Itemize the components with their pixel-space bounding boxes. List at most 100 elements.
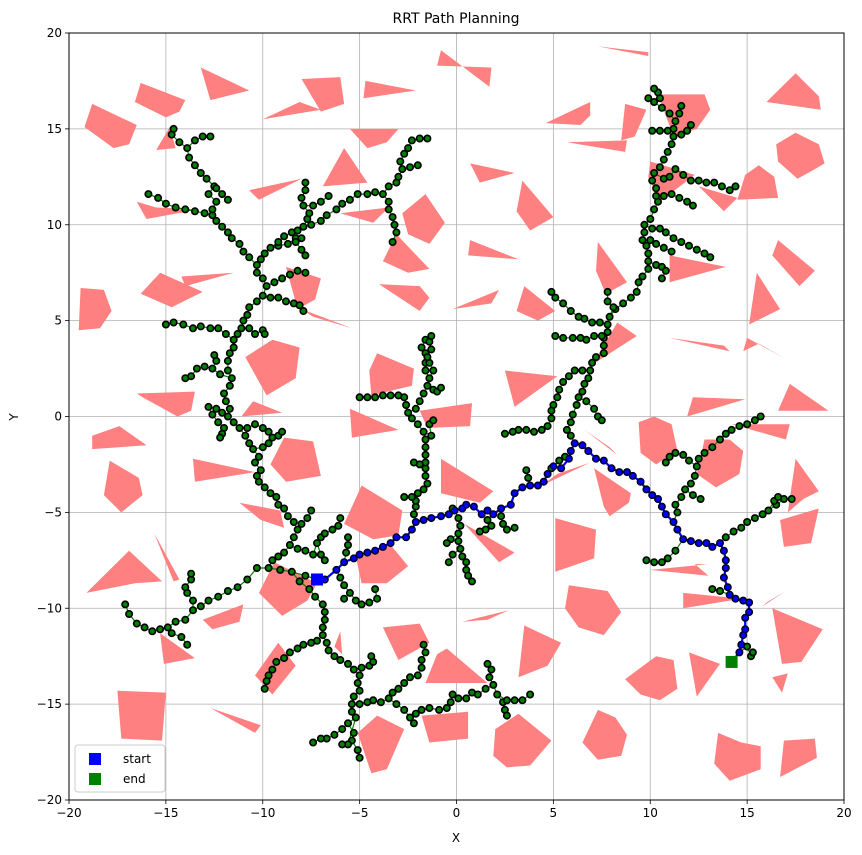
tree-node — [252, 268, 261, 277]
tree-node — [690, 471, 699, 480]
tree-node — [696, 494, 705, 503]
tree-node — [659, 155, 668, 164]
path-node — [737, 641, 745, 649]
tree-node — [417, 705, 426, 714]
path-node — [371, 547, 379, 555]
tree-node — [603, 328, 612, 337]
path-node — [557, 464, 565, 472]
tree-node — [774, 492, 783, 501]
tree-node — [650, 98, 659, 107]
tree-node — [371, 585, 380, 594]
tree-node — [626, 293, 635, 302]
tree-node — [252, 471, 261, 480]
path-node — [741, 625, 749, 633]
tree-node — [316, 550, 325, 559]
plot-area — [68, 32, 845, 801]
tree-node — [196, 602, 205, 611]
obstacle — [437, 50, 492, 87]
obstacle — [181, 272, 234, 287]
path-node — [608, 464, 615, 472]
tree-node — [405, 673, 414, 682]
tree-node — [688, 491, 697, 500]
tree-node — [218, 222, 227, 231]
tree-node — [590, 331, 599, 340]
tree-node — [578, 387, 587, 396]
tree-node — [245, 303, 254, 312]
tree-node — [318, 600, 327, 609]
legend-box — [74, 744, 166, 793]
tree-node — [731, 182, 740, 191]
tree-node — [299, 640, 308, 649]
tree-node — [648, 126, 657, 135]
tree-node — [425, 703, 434, 712]
tree-node — [245, 253, 254, 262]
tree-node — [148, 627, 157, 636]
obstacle — [245, 339, 300, 396]
tree-node — [245, 324, 254, 333]
obstacle — [584, 429, 618, 455]
tree-node — [260, 249, 269, 258]
tree-node — [187, 569, 196, 578]
obstacle — [140, 272, 203, 308]
tree-node — [411, 709, 420, 718]
tree-node — [161, 199, 170, 208]
path-node — [451, 507, 459, 514]
tree-node — [212, 404, 221, 413]
tree-node — [258, 423, 267, 432]
tree-node — [681, 485, 690, 494]
tree-node — [597, 331, 606, 340]
tree-node — [208, 410, 217, 419]
tree-node — [280, 548, 289, 557]
tree-node — [415, 134, 424, 143]
tree-node — [750, 416, 759, 425]
start-marker — [311, 573, 323, 586]
path-node — [571, 439, 579, 447]
tree-node — [144, 190, 153, 199]
tree-node — [429, 416, 438, 425]
tree-node — [258, 274, 267, 283]
tree-node — [338, 740, 347, 749]
tree-node — [692, 462, 701, 471]
tree-node — [421, 648, 430, 657]
tree-node — [353, 678, 362, 687]
path-node — [741, 614, 749, 622]
path-node — [637, 478, 645, 486]
tree-node — [405, 163, 414, 172]
obstacle — [737, 165, 779, 200]
obstacle — [687, 397, 746, 417]
tree-node — [278, 427, 287, 436]
tree-node — [345, 195, 354, 204]
tree-node — [177, 632, 186, 641]
tree-node — [400, 149, 409, 158]
obstacle — [772, 240, 815, 287]
path-node — [615, 468, 623, 476]
tree-node — [204, 402, 213, 411]
tree-node — [555, 385, 564, 394]
tree-node — [287, 567, 296, 576]
tree-node — [547, 287, 556, 296]
obstacle — [555, 518, 596, 572]
tree-node — [200, 362, 209, 371]
tree-node — [435, 705, 444, 714]
y-tick-label: 10 — [47, 218, 62, 232]
tree-node — [336, 655, 345, 664]
tree-node — [233, 583, 242, 592]
tree-node — [254, 452, 263, 461]
tree-node — [394, 391, 403, 400]
y-tick-label: −10 — [37, 601, 62, 615]
tree-node — [260, 329, 269, 338]
path-node — [427, 514, 435, 522]
tree-node — [293, 644, 302, 653]
path-node — [497, 505, 505, 512]
tree-node — [225, 381, 234, 390]
obstacle — [596, 242, 627, 294]
tree-node — [493, 690, 502, 699]
tree-node — [673, 508, 682, 517]
path-node — [544, 470, 552, 478]
tree-node — [413, 161, 422, 170]
tree-node — [671, 500, 680, 509]
tree-node — [212, 197, 221, 206]
tree-node — [367, 652, 376, 661]
tree-node — [599, 341, 608, 350]
path-nodes — [313, 439, 753, 666]
